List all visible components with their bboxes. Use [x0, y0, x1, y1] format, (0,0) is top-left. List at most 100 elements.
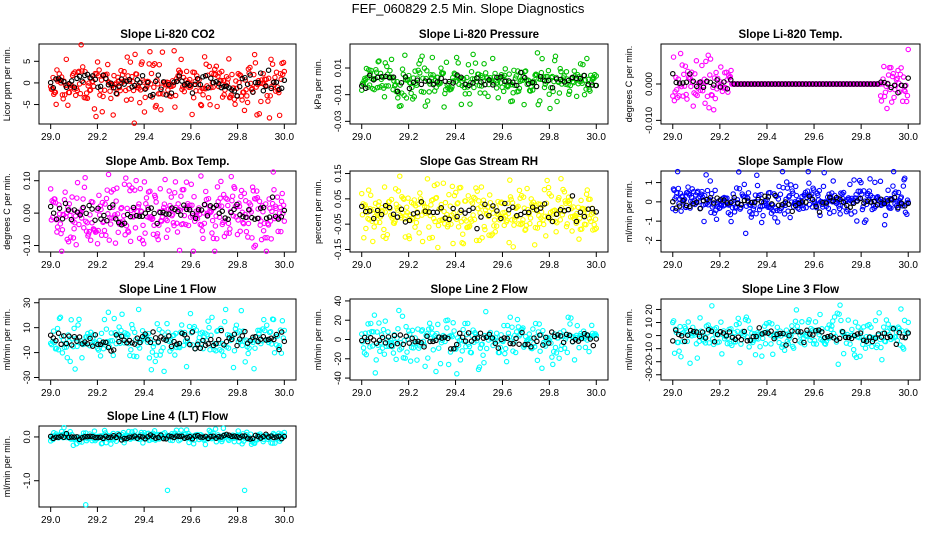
reference-point: [850, 81, 857, 87]
reference-point: [898, 200, 905, 206]
data-point: [123, 97, 130, 103]
data-point: [124, 331, 130, 337]
data-point: [161, 368, 167, 375]
reference-point: [221, 83, 227, 90]
data-point: [489, 55, 496, 62]
data-point: [95, 227, 101, 234]
data-point: [178, 322, 185, 328]
data-point: [69, 194, 75, 200]
reference-point: [482, 201, 488, 208]
data-point: [252, 60, 259, 66]
data-point: [879, 356, 885, 363]
reference-point: [537, 205, 544, 211]
data-point: [71, 325, 77, 332]
data-point: [136, 201, 142, 207]
data-point: [164, 320, 170, 327]
y-axis-label: Licor ppm per min.: [2, 47, 12, 122]
data-point: [260, 71, 266, 77]
data-point: [673, 86, 680, 93]
reference-point: [864, 81, 871, 87]
reference-point: [242, 328, 248, 335]
data-point: [769, 321, 775, 327]
data-point: [198, 102, 205, 109]
reference-point: [707, 195, 714, 201]
data-point: [504, 322, 511, 329]
data-point: [245, 350, 251, 357]
data-point: [106, 237, 113, 243]
data-point: [271, 349, 278, 356]
data-point: [145, 330, 152, 337]
data-point: [275, 228, 281, 235]
data-point: [708, 209, 714, 216]
data-point: [270, 169, 277, 175]
data-point: [566, 200, 573, 207]
data-point: [221, 318, 228, 325]
data-point: [905, 46, 911, 53]
reference-point: [898, 82, 905, 88]
x-tick-label: 29.2: [710, 132, 730, 143]
reference-point: [857, 81, 864, 87]
data-point: [205, 94, 212, 101]
data-point: [416, 230, 422, 236]
reference-point: [581, 72, 588, 79]
data-point: [520, 194, 527, 200]
data-point: [806, 317, 812, 323]
reference-point: [260, 333, 267, 340]
data-point: [181, 88, 188, 95]
y-tick-label: -0.05: [333, 213, 344, 235]
reference-point: [192, 345, 198, 352]
reference-point: [823, 81, 830, 87]
reference-point: [147, 339, 154, 346]
reference-point: [215, 433, 222, 440]
data-point: [380, 326, 387, 333]
reference-point: [768, 328, 774, 334]
reference-point: [137, 79, 143, 86]
reference-point: [260, 204, 267, 211]
data-point: [539, 55, 545, 62]
data-point: [782, 202, 789, 209]
data-point: [256, 198, 263, 205]
reference-point: [857, 195, 864, 202]
reference-point: [58, 341, 64, 347]
reference-point: [406, 217, 413, 224]
data-point: [574, 322, 581, 329]
outlier-point: [164, 487, 171, 494]
data-point: [561, 345, 568, 351]
reference-point: [409, 335, 415, 342]
data-point: [403, 95, 410, 101]
data-point: [266, 115, 273, 121]
data-point: [550, 88, 556, 95]
data-point: [529, 87, 536, 93]
reference-point: [690, 78, 696, 85]
reference-point: [687, 203, 693, 210]
data-point: [500, 210, 506, 216]
reference-point: [104, 217, 110, 224]
data-point: [567, 197, 573, 203]
reference-point: [105, 344, 112, 351]
reference-point: [569, 193, 576, 199]
data-point: [539, 365, 545, 371]
reference-point: [501, 335, 507, 341]
data-point: [151, 84, 157, 91]
data-point: [872, 179, 878, 186]
data-point: [548, 193, 555, 199]
data-point: [241, 190, 248, 197]
x-tick-label: 29.8: [851, 388, 871, 399]
data-point: [242, 359, 248, 365]
data-point: [388, 196, 395, 203]
data-point: [438, 65, 444, 71]
reference-point: [176, 433, 183, 440]
data-point: [466, 90, 472, 97]
data-point: [679, 62, 685, 68]
data-point: [369, 343, 376, 349]
reference-point: [61, 333, 67, 339]
reference-point: [581, 330, 588, 337]
reference-point: [47, 203, 54, 210]
reference-point: [397, 332, 404, 338]
data-point: [65, 238, 72, 245]
reference-point: [693, 199, 700, 205]
reference-point: [693, 329, 700, 335]
data-point: [426, 224, 432, 230]
data-point: [74, 87, 81, 94]
